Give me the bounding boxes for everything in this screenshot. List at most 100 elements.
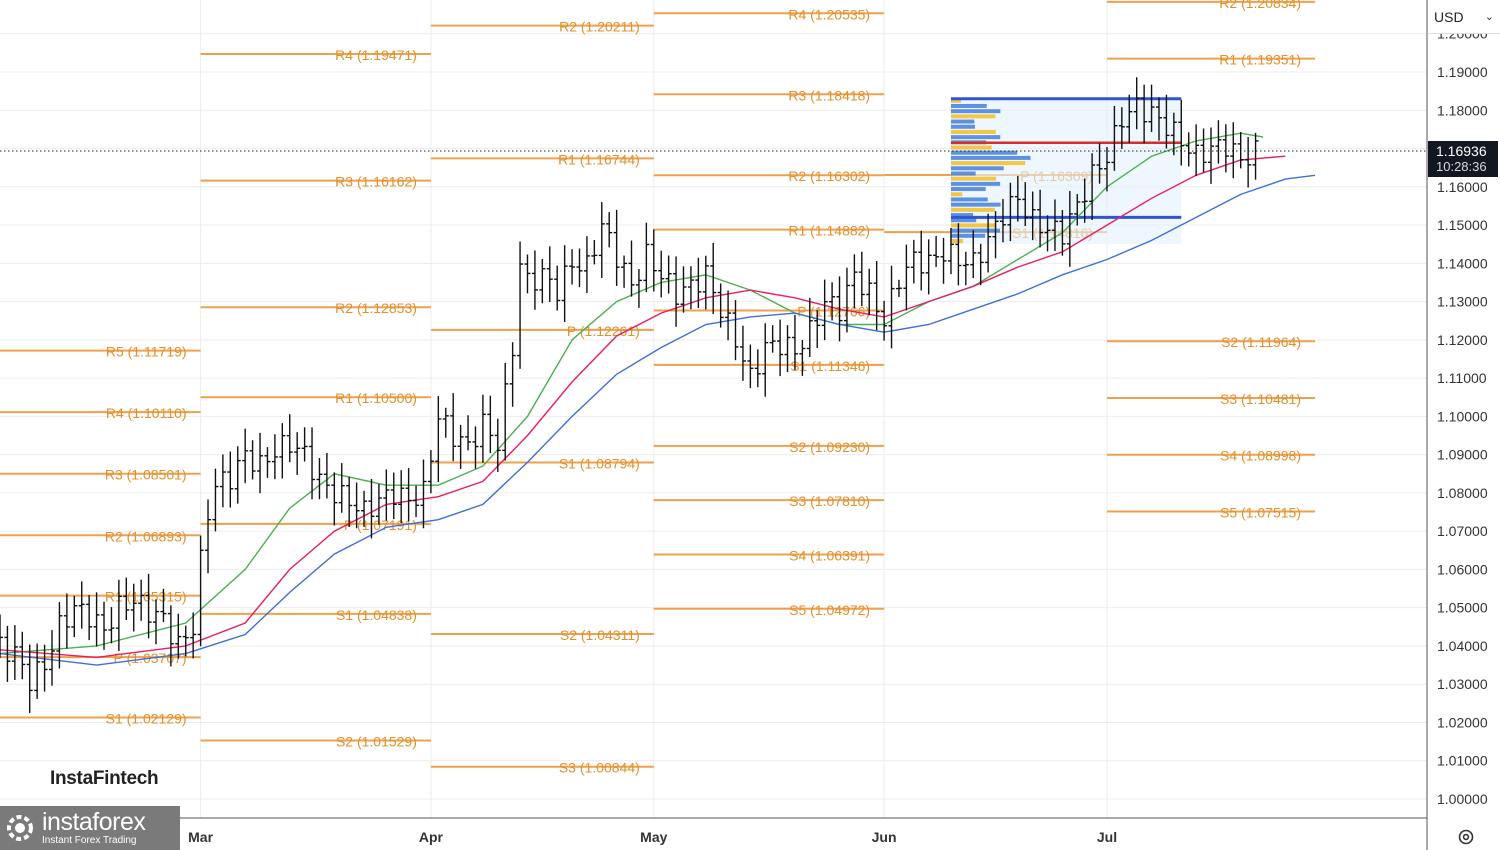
ohlc-bar bbox=[323, 452, 330, 499]
ohlc-bar bbox=[398, 470, 405, 524]
ohlc-bar bbox=[153, 599, 160, 645]
ohlc-bar bbox=[1051, 199, 1058, 252]
ohlc-bar bbox=[1081, 178, 1088, 223]
volume-profile bbox=[950, 97, 1182, 245]
pivot-label: R4 (1.10110) bbox=[106, 405, 187, 421]
pivot-label: S1 (1.08794) bbox=[559, 456, 640, 472]
ohlc-bar bbox=[569, 249, 576, 285]
pivot-label: R2 (1.06893) bbox=[105, 528, 187, 544]
ohlc-bar bbox=[1029, 191, 1036, 241]
ohlc-bar bbox=[353, 482, 360, 529]
volume-bin bbox=[950, 233, 986, 238]
ohlc-bar bbox=[309, 427, 316, 500]
y-tick-label: 1.11000 bbox=[1437, 370, 1487, 386]
y-tick-label: 1.00000 bbox=[1437, 791, 1488, 807]
ohlc-bar bbox=[1163, 94, 1170, 149]
ohlc-bar bbox=[1222, 124, 1229, 173]
ohlc-bar bbox=[212, 468, 219, 532]
y-tick-label: 1.15000 bbox=[1437, 217, 1488, 233]
pivot-label: S2 (1.09230) bbox=[789, 439, 870, 455]
ohlc-bar bbox=[101, 601, 108, 650]
chart-grid bbox=[0, 0, 1427, 818]
ohlc-bar bbox=[613, 209, 620, 286]
ohlc-bar bbox=[858, 251, 865, 307]
ohlc-bar bbox=[383, 469, 390, 521]
ohlc-bar bbox=[918, 230, 925, 291]
ohlc-bar bbox=[517, 241, 524, 369]
ohlc-bar bbox=[115, 579, 122, 652]
ohlc-bar bbox=[561, 245, 568, 323]
ohlc-bar bbox=[86, 595, 93, 641]
ohlc-bar bbox=[1170, 112, 1177, 156]
ohlc-bar bbox=[851, 254, 858, 309]
ohlc-bar bbox=[0, 614, 3, 658]
ohlc-bar bbox=[242, 428, 249, 484]
ohlc-bar bbox=[368, 478, 375, 539]
currency-selector[interactable]: USD ⌄ bbox=[1428, 0, 1500, 34]
ohlc-bar bbox=[108, 607, 115, 644]
ohlc-bar bbox=[814, 310, 821, 348]
ohlc-bar bbox=[494, 418, 501, 472]
logo-icon bbox=[0, 806, 40, 850]
pivot-label: S1 (1.02129) bbox=[106, 711, 187, 727]
volume-bin bbox=[950, 202, 1001, 207]
y-tick-label: 1.14000 bbox=[1437, 255, 1488, 271]
ohlc-bar bbox=[1245, 137, 1252, 188]
ohlc-bar bbox=[1007, 182, 1014, 242]
ohlc-bar bbox=[732, 300, 739, 361]
last-price-value: 1.16936 bbox=[1436, 143, 1487, 159]
volume-bin bbox=[950, 176, 997, 181]
gear-icon[interactable] bbox=[1454, 826, 1478, 848]
ohlc-bar bbox=[123, 577, 130, 621]
pivot-label: S1 (1.04838) bbox=[336, 607, 417, 623]
ohlc-bar bbox=[1096, 143, 1103, 184]
ohlc-bar bbox=[390, 472, 397, 520]
y-tick-label: 1.05000 bbox=[1437, 600, 1488, 616]
ohlc-bar bbox=[1037, 189, 1044, 248]
y-tick-label: 1.02000 bbox=[1437, 714, 1488, 730]
ohlc-bar bbox=[910, 239, 917, 284]
ohlc-bar bbox=[970, 230, 977, 279]
ohlc-bar bbox=[78, 581, 85, 629]
ohlc-bar bbox=[1133, 77, 1140, 130]
ohlc-bar bbox=[205, 499, 212, 574]
ohlc-bar bbox=[1103, 147, 1110, 192]
ohlc-bar bbox=[1059, 209, 1066, 256]
pivot-label: R3 (1.08501) bbox=[105, 467, 187, 483]
ohlc-bar bbox=[197, 535, 204, 647]
ohlc-bar bbox=[63, 593, 70, 649]
ohlc-bar bbox=[1215, 120, 1222, 164]
ohlc-bar bbox=[249, 440, 256, 480]
ohlc-bar bbox=[546, 246, 553, 303]
ohlc-bar bbox=[11, 625, 18, 680]
ohlc-bar bbox=[435, 396, 442, 483]
ohlc-bar bbox=[1141, 84, 1148, 144]
ohlc-bar bbox=[598, 202, 605, 279]
ohlc-bar bbox=[338, 463, 345, 513]
ohlc-bar bbox=[413, 485, 420, 518]
ohlc-bar bbox=[739, 325, 746, 381]
ohlc-bar bbox=[487, 395, 494, 454]
ohlc-bar bbox=[591, 240, 598, 265]
pivot-label: R2 (1.16302) bbox=[788, 168, 870, 184]
volume-bin bbox=[950, 145, 992, 150]
pivot-label: S2 (1.11964) bbox=[1221, 334, 1301, 350]
ohlc-bar bbox=[992, 211, 999, 259]
ohlc-bar bbox=[643, 222, 650, 293]
ohlc-bar bbox=[301, 427, 308, 462]
ohlc-bar bbox=[1074, 194, 1081, 226]
ohlc-bar bbox=[427, 450, 434, 494]
ohlc-bar bbox=[346, 476, 353, 528]
ohlc-bar bbox=[866, 268, 873, 316]
pivot-label: R4 (1.20535) bbox=[788, 6, 870, 22]
ohlc-bar bbox=[895, 279, 902, 298]
x-tick-label: Mar bbox=[188, 829, 213, 845]
y-tick-label: 1.09000 bbox=[1437, 447, 1488, 463]
ohlc-bar bbox=[554, 265, 561, 311]
pivot-label: R1 (1.05315) bbox=[105, 589, 187, 605]
y-tick-label: 1.12000 bbox=[1437, 332, 1488, 348]
ohlc-bar bbox=[257, 432, 264, 494]
volume-bin bbox=[950, 150, 1018, 155]
ohlc-bar bbox=[621, 255, 628, 288]
